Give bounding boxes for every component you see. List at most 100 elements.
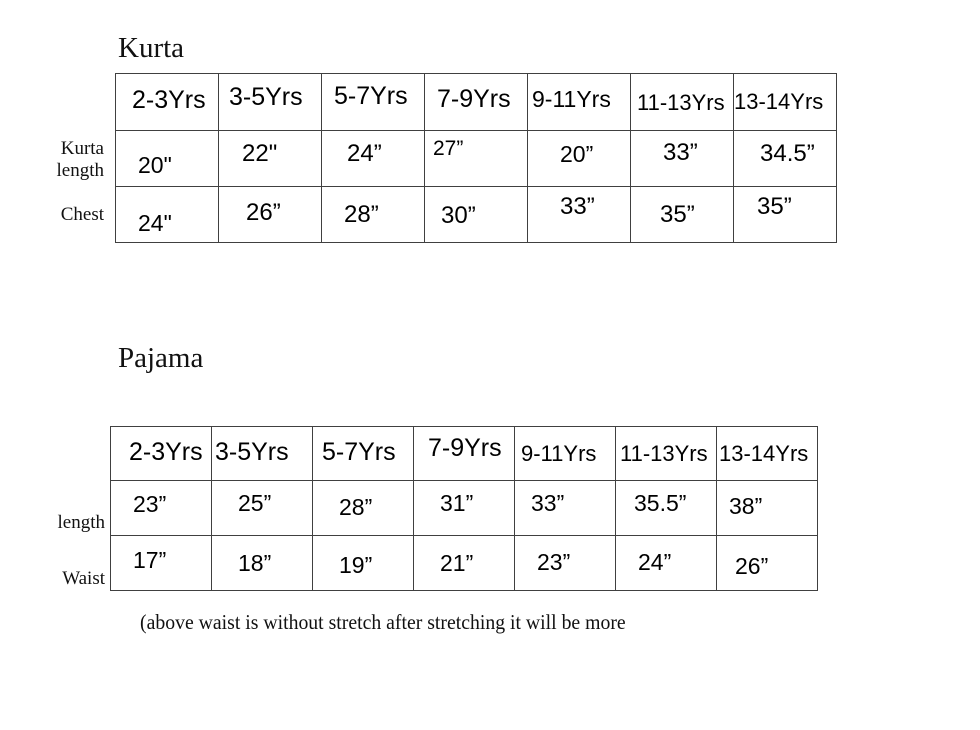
kurta-header-label-2: 5-7Yrs — [334, 82, 408, 110]
pajama-length-cell-2: 28” — [312, 480, 414, 536]
kurta-header-cell-1: 3-5Yrs — [218, 73, 322, 131]
pajama-waist-cell-1: 18” — [211, 535, 313, 591]
kurta-chest-cell-5: 35” — [630, 186, 734, 243]
kurta-chest-value-1: 26” — [246, 199, 281, 226]
pajama-length-cell-4: 33” — [514, 480, 616, 536]
pajama-header-label-1: 3-5Yrs — [215, 438, 289, 466]
pajama-header-cell-2: 5-7Yrs — [312, 426, 414, 481]
pajama-header-label-5: 11-13Yrs — [620, 441, 708, 466]
pajama-header-cell-0: 2-3Yrs — [110, 426, 212, 481]
kurta-chest-cell-6: 35” — [733, 186, 837, 243]
kurta-chest-cell-0: 24" — [115, 186, 219, 243]
kurta-chest-value-6: 35” — [757, 193, 792, 220]
kurta-length-cell-6: 34.5” — [733, 130, 837, 187]
kurta-header-label-5: 11-13Yrs — [637, 90, 725, 115]
kurta-row-chest: 24" 26” 28” 30” 33” 35” 35” — [115, 186, 837, 243]
pajama-size-table: 2-3Yrs 3-5Yrs 5-7Yrs 7-9Yrs 9-11Yrs 11-1… — [110, 426, 818, 591]
pajama-header-label-2: 5-7Yrs — [322, 438, 396, 466]
pajama-header-label-0: 2-3Yrs — [129, 438, 203, 466]
kurta-header-label-0: 2-3Yrs — [132, 86, 206, 114]
kurta-length-cell-4: 20” — [527, 130, 631, 187]
pajama-length-value-1: 25” — [238, 490, 272, 516]
pajama-waist-value-6: 26” — [735, 553, 769, 579]
kurta-length-cell-0: 20" — [115, 130, 219, 187]
pajama-header-label-4: 9-11Yrs — [521, 441, 597, 466]
kurta-header-cell-2: 5-7Yrs — [321, 73, 425, 131]
kurta-size-table: 2-3Yrs 3-5Yrs 5-7Yrs 7-9Yrs 9-11Yrs 11-1… — [115, 73, 837, 243]
kurta-length-cell-1: 22" — [218, 130, 322, 187]
kurta-section-title: Kurta — [118, 32, 185, 64]
kurta-length-cell-2: 24” — [321, 130, 425, 187]
kurta-chest-value-2: 28” — [344, 201, 379, 228]
pajama-length-value-4: 33” — [531, 490, 565, 516]
kurta-chest-cell-4: 33” — [527, 186, 631, 243]
kurta-chest-cell-1: 26” — [218, 186, 322, 243]
pajama-header-cell-4: 9-11Yrs — [514, 426, 616, 481]
kurta-length-cell-3: 27” — [424, 130, 528, 187]
kurta-row-label-chest: Chest — [60, 204, 104, 225]
pajama-length-cell-5: 35.5” — [615, 480, 717, 536]
pajama-row-length: 23” 25” 28” 31” 33” 35.5” 38” — [110, 480, 818, 536]
pajama-header-label-6: 13-14Yrs — [719, 441, 809, 466]
pajama-waist-value-3: 21” — [440, 550, 474, 576]
kurta-chest-cell-3: 30” — [424, 186, 528, 243]
pajama-header-cell-6: 13-14Yrs — [716, 426, 818, 481]
kurta-header-label-1: 3-5Yrs — [229, 83, 303, 111]
kurta-header-cell-4: 9-11Yrs — [527, 73, 631, 131]
pajama-waist-cell-0: 17” — [110, 535, 212, 591]
kurta-row-kurta-length: 20" 22" 24” 27” 20” 33” 34.5” — [115, 130, 837, 187]
kurta-header-cell-0: 2-3Yrs — [115, 73, 219, 131]
kurta-row-label-length: Kurta length — [0, 138, 105, 182]
kurta-length-value-2: 24” — [347, 140, 382, 167]
pajama-row-label-waist: Waist — [62, 568, 105, 589]
kurta-length-value-6: 34.5” — [760, 140, 815, 167]
kurta-chest-value-4: 33” — [560, 193, 595, 220]
pajama-waist-value-5: 24” — [638, 549, 672, 575]
kurta-length-value-0: 20" — [138, 152, 172, 178]
pajama-header-cell-1: 3-5Yrs — [211, 426, 313, 481]
pajama-header-cell-3: 7-9Yrs — [413, 426, 515, 481]
pajama-header-label-3: 7-9Yrs — [428, 434, 502, 462]
kurta-length-value-1: 22" — [242, 140, 278, 167]
pajama-length-value-2: 28” — [339, 494, 373, 520]
kurta-header-label-6: 13-14Yrs — [734, 89, 824, 114]
pajama-waist-cell-4: 23” — [514, 535, 616, 591]
pajama-length-value-6: 38” — [729, 493, 763, 519]
pajama-waist-value-0: 17” — [133, 547, 167, 573]
pajama-row-waist: 17” 18” 19” 21” 23” 24” 26” — [110, 535, 818, 591]
table-header-row: 2-3Yrs 3-5Yrs 5-7Yrs 7-9Yrs 9-11Yrs 11-1… — [115, 73, 837, 131]
kurta-length-value-4: 20” — [560, 141, 594, 167]
kurta-header-cell-3: 7-9Yrs — [424, 73, 528, 131]
pajama-waist-cell-6: 26” — [716, 535, 818, 591]
waist-stretch-footnote: (above waist is without stretch after st… — [140, 610, 626, 634]
pajama-waist-cell-2: 19” — [312, 535, 414, 591]
pajama-length-value-5: 35.5” — [634, 490, 687, 516]
pajama-waist-value-1: 18” — [238, 550, 272, 576]
pajama-length-cell-0: 23” — [110, 480, 212, 536]
kurta-chest-cell-2: 28” — [321, 186, 425, 243]
kurta-chest-value-0: 24" — [138, 210, 172, 236]
pajama-length-value-0: 23” — [133, 491, 167, 517]
kurta-length-value-5: 33” — [663, 139, 698, 166]
pajama-section-title: Pajama — [118, 342, 204, 374]
pajama-length-cell-1: 25” — [211, 480, 313, 536]
pajama-waist-cell-3: 21” — [413, 535, 515, 591]
kurta-header-cell-5: 11-13Yrs — [630, 73, 734, 131]
pajama-waist-cell-5: 24” — [615, 535, 717, 591]
kurta-header-cell-6: 13-14Yrs — [733, 73, 837, 131]
pajama-waist-value-2: 19” — [339, 552, 373, 578]
table-header-row: 2-3Yrs 3-5Yrs 5-7Yrs 7-9Yrs 9-11Yrs 11-1… — [110, 426, 818, 481]
pajama-length-cell-3: 31” — [413, 480, 515, 536]
pajama-header-cell-5: 11-13Yrs — [615, 426, 717, 481]
pajama-length-cell-6: 38” — [716, 480, 818, 536]
kurta-row-label-length-line2: length — [56, 160, 105, 181]
kurta-length-value-3: 27” — [433, 137, 464, 160]
kurta-chest-value-3: 30” — [441, 202, 476, 229]
kurta-chest-value-5: 35” — [660, 201, 695, 228]
kurta-header-label-3: 7-9Yrs — [437, 85, 511, 113]
pajama-waist-value-4: 23” — [537, 549, 571, 575]
kurta-row-label-length-line1: Kurta — [60, 138, 104, 159]
pajama-row-label-length: length — [57, 512, 106, 533]
kurta-header-label-4: 9-11Yrs — [532, 86, 611, 112]
pajama-length-value-3: 31” — [440, 490, 474, 516]
